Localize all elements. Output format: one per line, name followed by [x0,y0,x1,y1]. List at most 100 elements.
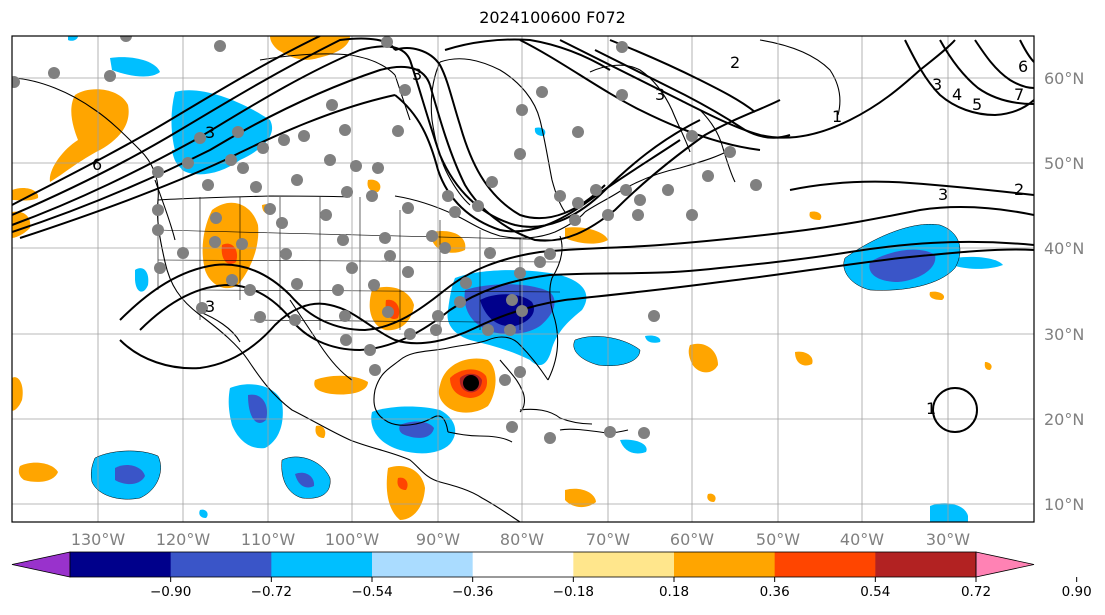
anomaly-negative-region [930,503,968,522]
anomaly-negative-region [199,509,208,518]
colorbar-segment [472,552,574,577]
contour-label: 4 [952,85,962,104]
anomaly-moderate-negative-region [399,421,434,438]
plot-title: 2024100600 F072 [479,8,626,27]
anomaly-positive-region [49,89,129,182]
contour-label: 3 [938,185,948,204]
anomaly-positive-region [688,343,718,373]
anomaly-positive-region [386,466,425,520]
anomaly-strong-positive-region [221,243,238,265]
colorbar-segment [875,552,977,577]
anomaly-strong-negative-region [480,294,535,327]
colorbar-tick-label: −0.36 [452,584,493,600]
anomaly-positive-region [707,493,716,502]
longitude-label: 130°W [71,530,126,549]
contour-label: 2 [1014,180,1024,199]
anomaly-positive-region [929,291,945,300]
colorbar: −0.90 −0.72 −0.54 −0.36 −0.18 0.18 0.36 0.54 0.7… [11,551,1092,600]
colorbar-extend-high [975,551,1035,578]
anomaly-positive-region [367,179,381,192]
anomaly-positive-region [315,425,326,438]
latitude-label: 30°N [1044,325,1084,344]
colorbar-tick-label: 0.72 [961,584,991,600]
colorbar-tick-label: −0.54 [351,584,392,600]
contour-lines [12,36,1034,433]
coastlines [13,39,841,522]
anomaly-negative-region [171,90,273,175]
contour-label: 3 [412,65,422,84]
longitude-axis: 130°W 120°W 110°W 100°W 90°W 80°W 70°W 6… [71,530,970,549]
anomaly-moderate-negative-region [869,249,936,282]
longitude-label: 100°W [325,530,380,549]
contour-label: 3 [655,85,665,104]
anomaly-moderate-negative-region [115,464,145,485]
longitude-label: 120°W [156,530,211,549]
longitude-label: 110°W [241,530,296,549]
longitude-label: 40°W [840,530,884,549]
colorbar-tick-label: −0.18 [553,584,594,600]
colorbar-segment [271,552,373,577]
contour-label: 2 [730,53,740,72]
colorbar-extend-low [11,551,71,578]
anomaly-negative-region [110,57,160,77]
anomaly-positive-region [12,377,23,411]
longitude-label: 60°W [670,530,714,549]
longitude-label: 80°W [500,530,544,549]
contour-label: 3 [205,297,215,316]
colorbar-outline [69,551,977,578]
anomaly-negative-region [620,439,647,454]
hurricane-center-marker [463,375,479,391]
colorbar-segment [372,552,474,577]
anomaly-positive-region [565,488,596,508]
colorbar-segment [774,552,876,577]
latitude-label: 60°N [1044,69,1084,88]
contour-label: 1 [832,107,842,126]
anomaly-moderate-negative-region [248,394,268,423]
colorbar-segment [674,552,776,577]
colorbar-tick-label: 0.54 [860,584,890,600]
anomaly-positive-region [809,211,822,220]
colorbar-tick-label: 0.18 [659,584,689,600]
anomaly-negative-region [68,36,78,41]
longitude-label: 90°W [416,530,460,549]
longitude-label: 30°W [926,530,970,549]
contour-label: 3 [205,123,215,142]
colorbar-tick-label: −0.90 [150,584,191,600]
latitude-axis: 60°N 50°N 40°N 30°N 20°N 10°N [1044,69,1084,514]
anomaly-negative-region [573,336,640,366]
latitude-label: 20°N [1044,410,1084,429]
anomaly-positive-region [984,362,992,370]
anomaly-negative-region [955,256,1003,269]
contour-label: 1 [926,399,936,418]
anomaly-negative-region [645,335,661,343]
colorbar-segment [170,552,272,577]
anomaly-negative-region [135,268,149,292]
anomaly-strong-positive-region [397,477,408,490]
anomaly-moderate-negative-region [295,472,315,488]
map-frame [11,35,1035,523]
colorbar-segment [573,552,675,577]
anomaly-positive-region [314,375,368,395]
colorbar-segment [70,552,172,577]
colorbar-tick-label: 0.36 [760,584,790,600]
latitude-label: 10°N [1044,495,1084,514]
graticule [12,36,1034,522]
longitude-label: 70°W [586,530,630,549]
latitude-label: 40°N [1044,239,1084,258]
longitude-label: 50°W [756,530,800,549]
contour-label: 3 [932,75,942,94]
anomaly-positive-region [795,351,813,366]
contour-label: 5 [972,95,982,114]
colorbar-tick-label: −0.72 [251,584,292,600]
latitude-label: 50°N [1044,154,1084,173]
contour-label: 7 [1014,85,1024,104]
contour-label: 6 [1018,57,1028,76]
anomaly-positive-region [18,462,58,482]
anomaly-positive-region [12,187,39,201]
station-markers [12,36,762,444]
contour-label: 6 [92,155,102,174]
anomaly-positive-region [565,227,608,244]
colorbar-tick-label: 0.90 [1062,584,1092,600]
contour-label-group: 3 6 3 3 2 1 3 2 3 6 4 5 7 3 1 [92,53,1028,418]
